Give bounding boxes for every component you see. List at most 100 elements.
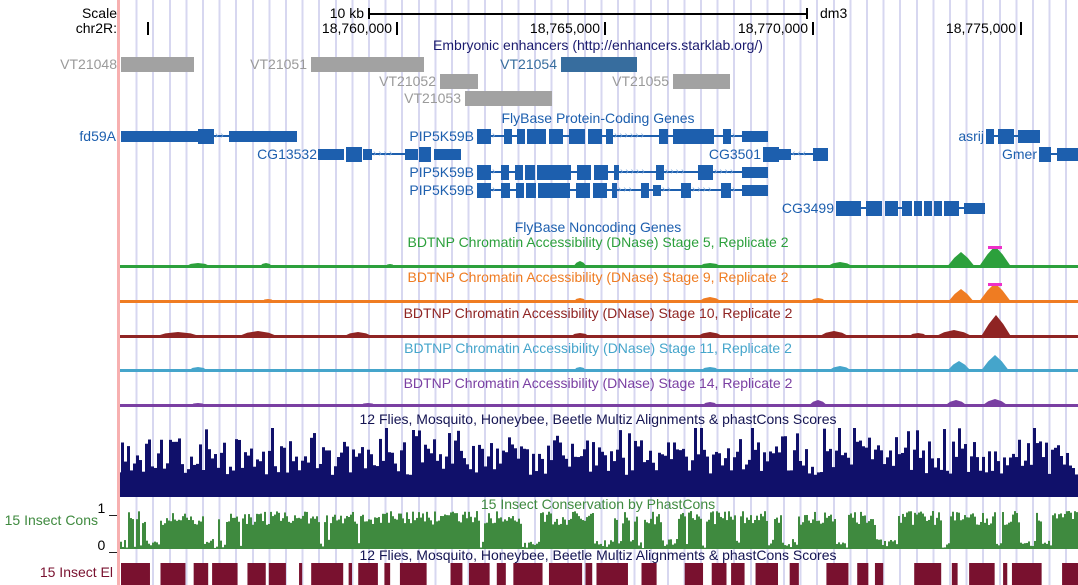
gene-intron-PIP5K59B[interactable] xyxy=(510,189,516,191)
gene-exon-PIP5K59B[interactable] xyxy=(721,182,731,198)
gene-intron-PIP5K59B[interactable] xyxy=(731,189,742,191)
gene-exon-PIP5K59B[interactable] xyxy=(526,182,536,198)
gene-exon-PIP5K59B[interactable] xyxy=(569,128,585,144)
enhancer-VT21048[interactable] xyxy=(121,57,194,72)
gene-exon-PIP5K59B[interactable] xyxy=(501,182,510,198)
track-title-coding-genes[interactable]: FlyBase Protein-Coding Genes xyxy=(501,110,695,126)
gene-exon-CG3499[interactable] xyxy=(866,200,882,216)
gene-intron-PIP5K59B[interactable] xyxy=(563,135,569,137)
gene-exon-CG13532[interactable] xyxy=(363,148,372,160)
gene-exon-CG13532[interactable] xyxy=(405,148,418,160)
gene-exon-PIP5K59B[interactable] xyxy=(477,128,491,144)
gene-intron-PIP5K59B[interactable] xyxy=(649,189,653,191)
gene-exon-PIP5K59B[interactable] xyxy=(576,182,590,198)
track-multiz-alignment-histogram[interactable] xyxy=(118,426,1078,497)
track-wiggle-bdtnp-4[interactable] xyxy=(118,348,1078,372)
gene-exon-PIP5K59B[interactable] xyxy=(593,182,607,198)
gene-exon-asrij[interactable] xyxy=(1018,129,1040,143)
gene-exon-CG3499[interactable] xyxy=(885,200,898,216)
gene-exon-CG3499[interactable] xyxy=(924,200,932,216)
track-title-multiz-elements[interactable]: 12 Flies, Mosquito, Honeybee, Beetle Mul… xyxy=(359,547,837,563)
gene-exon-CG13532[interactable] xyxy=(318,148,344,160)
gene-exon-PIP5K59B[interactable] xyxy=(698,164,713,180)
gene-intron-CG13532[interactable] xyxy=(372,153,405,155)
gene-intron-fd59A[interactable] xyxy=(214,135,229,137)
gene-exon-PIP5K59B[interactable] xyxy=(516,182,524,198)
track-conserved-elements[interactable] xyxy=(118,563,1078,585)
gene-exon-CG13532[interactable] xyxy=(346,146,362,162)
gene-intron-PIP5K59B[interactable] xyxy=(619,171,656,173)
gene-intron-CG3499[interactable] xyxy=(898,207,902,209)
gene-exon-CG3501[interactable] xyxy=(813,147,828,161)
gene-exon-CG3499[interactable] xyxy=(914,200,922,216)
gene-exon-CG13532[interactable] xyxy=(434,148,461,160)
gene-intron-Gmer[interactable] xyxy=(1051,153,1057,155)
gene-intron-PIP5K59B[interactable] xyxy=(691,189,721,191)
enhancer-VT21055[interactable] xyxy=(673,74,730,89)
gene-exon-PIP5K59B[interactable] xyxy=(501,164,509,180)
track-title-noncoding-genes[interactable]: FlyBase Noncoding Genes xyxy=(514,219,682,235)
gene-exon-CG3499[interactable] xyxy=(902,200,912,216)
gene-intron-CG3499[interactable] xyxy=(959,207,964,209)
gene-intron-PIP5K59B[interactable] xyxy=(570,189,576,191)
gene-intron-PIP5K59B[interactable] xyxy=(668,135,673,137)
gene-intron-CG3499[interactable] xyxy=(861,207,866,209)
gene-exon-Gmer[interactable] xyxy=(1057,147,1078,161)
track-wiggle-bdtnp-1[interactable] xyxy=(118,244,1078,268)
elements-left-label[interactable]: 15 Insect El xyxy=(39,564,113,580)
gene-intron-PIP5K59B[interactable] xyxy=(714,135,723,137)
track-title-bdtnp-3[interactable]: BDTNP Chromatin Accessibility (DNase) St… xyxy=(403,305,793,321)
gene-exon-PIP5K59B[interactable] xyxy=(606,128,613,144)
gene-intron-asrij[interactable] xyxy=(994,135,998,137)
gene-intron-PIP5K59B[interactable] xyxy=(491,189,501,191)
track-title-conservation[interactable]: 15 Insect Conservation by PhastCons xyxy=(480,496,716,512)
gene-intron-PIP5K59B[interactable] xyxy=(661,189,681,191)
gene-exon-CG13532[interactable] xyxy=(419,146,431,162)
gene-intron-PIP5K59B[interactable] xyxy=(491,171,501,173)
gene-exon-PIP5K59B[interactable] xyxy=(594,164,608,180)
enhancer-VT21052[interactable] xyxy=(440,74,478,89)
gene-exon-CG3501[interactable] xyxy=(779,148,791,160)
gene-exon-PIP5K59B[interactable] xyxy=(612,182,617,198)
gene-exon-PIP5K59B[interactable] xyxy=(537,164,571,180)
gene-intron-PIP5K59B[interactable] xyxy=(713,171,742,173)
track-title-bdtnp-4[interactable]: BDTNP Chromatin Accessibility (DNase) St… xyxy=(404,340,792,356)
gene-exon-fd59A[interactable] xyxy=(198,128,214,144)
gene-exon-PIP5K59B[interactable] xyxy=(641,182,649,198)
gene-exon-CG3499[interactable] xyxy=(964,202,985,214)
gene-intron-PIP5K59B[interactable] xyxy=(607,189,612,191)
track-title-bdtnp-2[interactable]: BDTNP Chromatin Accessibility (DNase) St… xyxy=(407,269,789,285)
conservation-left-label[interactable]: 15 Insect Cons xyxy=(4,512,98,528)
gene-intron-PIP5K59B[interactable] xyxy=(602,135,606,137)
gene-intron-PIP5K59B[interactable] xyxy=(512,135,517,137)
gene-exon-PIP5K59B[interactable] xyxy=(723,128,731,144)
gene-intron-PIP5K59B[interactable] xyxy=(509,171,515,173)
gene-exon-PIP5K59B[interactable] xyxy=(673,128,714,144)
track-wiggle-bdtnp-3[interactable] xyxy=(118,314,1078,338)
gene-intron-PIP5K59B[interactable] xyxy=(617,189,641,191)
gene-exon-PIP5K59B[interactable] xyxy=(525,164,535,180)
gene-intron-PIP5K59B[interactable] xyxy=(731,135,742,137)
gene-intron-asrij[interactable] xyxy=(1014,135,1018,137)
gene-exon-PIP5K59B[interactable] xyxy=(477,164,491,180)
gene-exon-PIP5K59B[interactable] xyxy=(588,128,602,144)
gene-exon-CG3501[interactable] xyxy=(763,146,779,162)
gene-exon-PIP5K59B[interactable] xyxy=(742,184,768,196)
gene-intron-PIP5K59B[interactable] xyxy=(664,171,698,173)
gene-exon-CG3499[interactable] xyxy=(836,200,861,216)
gene-exon-PIP5K59B[interactable] xyxy=(549,128,563,144)
gene-exon-PIP5K59B[interactable] xyxy=(614,164,619,180)
gene-exon-PIP5K59B[interactable] xyxy=(653,184,661,196)
track-title-enhancers[interactable]: Embryonic enhancers (http://enhancers.st… xyxy=(433,37,763,53)
gene-exon-PIP5K59B[interactable] xyxy=(477,182,491,198)
enhancer-VT21054[interactable] xyxy=(561,57,637,72)
gene-intron-PIP5K59B[interactable] xyxy=(571,171,577,173)
gene-exon-CG3499[interactable] xyxy=(934,200,942,216)
track-wiggle-bdtnp-5[interactable] xyxy=(118,383,1078,407)
gene-exon-Gmer[interactable] xyxy=(1039,146,1051,162)
gene-exon-PIP5K59B[interactable] xyxy=(659,128,668,144)
gene-intron-PIP5K59B[interactable] xyxy=(613,135,659,137)
gene-exon-PIP5K59B[interactable] xyxy=(742,130,768,142)
gene-exon-PIP5K59B[interactable] xyxy=(527,128,546,144)
gene-exon-asrij[interactable] xyxy=(998,128,1014,144)
